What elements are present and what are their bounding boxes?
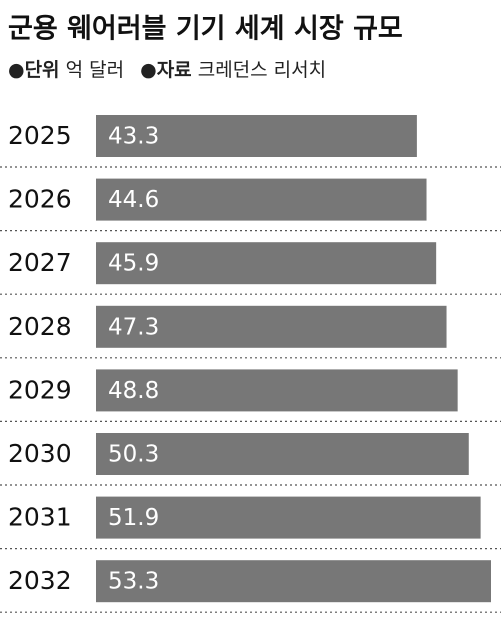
value-label: 45.9 — [108, 251, 159, 277]
y-tick-label: 2027 — [8, 248, 72, 277]
value-label: 48.8 — [108, 378, 159, 404]
bar — [96, 369, 458, 412]
bar — [96, 242, 437, 285]
y-tick-label: 2030 — [8, 439, 72, 468]
bar — [96, 560, 491, 603]
bar — [96, 305, 447, 348]
chart-title: 군용 웨어러블 기기 세계 시장 규모 — [8, 14, 403, 45]
bar — [96, 496, 481, 539]
y-tick-label: 2031 — [8, 503, 72, 532]
value-label: 53.3 — [108, 569, 159, 595]
y-tick-label: 2026 — [8, 185, 72, 214]
bar — [96, 178, 427, 221]
subtitle: ●단위 억 달러 ●자료 크레던스 리서치 — [8, 59, 326, 81]
value-label: 51.9 — [108, 505, 159, 531]
y-tick-label: 2029 — [8, 375, 72, 404]
value-label: 47.3 — [108, 314, 159, 340]
unit-label: ●단위 — [8, 59, 60, 81]
source: 크레던스 리서치 — [198, 59, 326, 81]
value-label: 44.6 — [108, 187, 159, 213]
y-tick-label: 2028 — [8, 312, 72, 341]
value-label: 43.3 — [108, 124, 159, 150]
y-tick-label: 2032 — [8, 566, 72, 595]
y-tick-label: 2025 — [8, 121, 72, 150]
unit: 억 달러 — [66, 59, 124, 81]
source-label: ●자료 — [140, 59, 192, 81]
value-label: 50.3 — [108, 442, 159, 468]
bar — [96, 115, 417, 157]
bar — [96, 433, 469, 475]
